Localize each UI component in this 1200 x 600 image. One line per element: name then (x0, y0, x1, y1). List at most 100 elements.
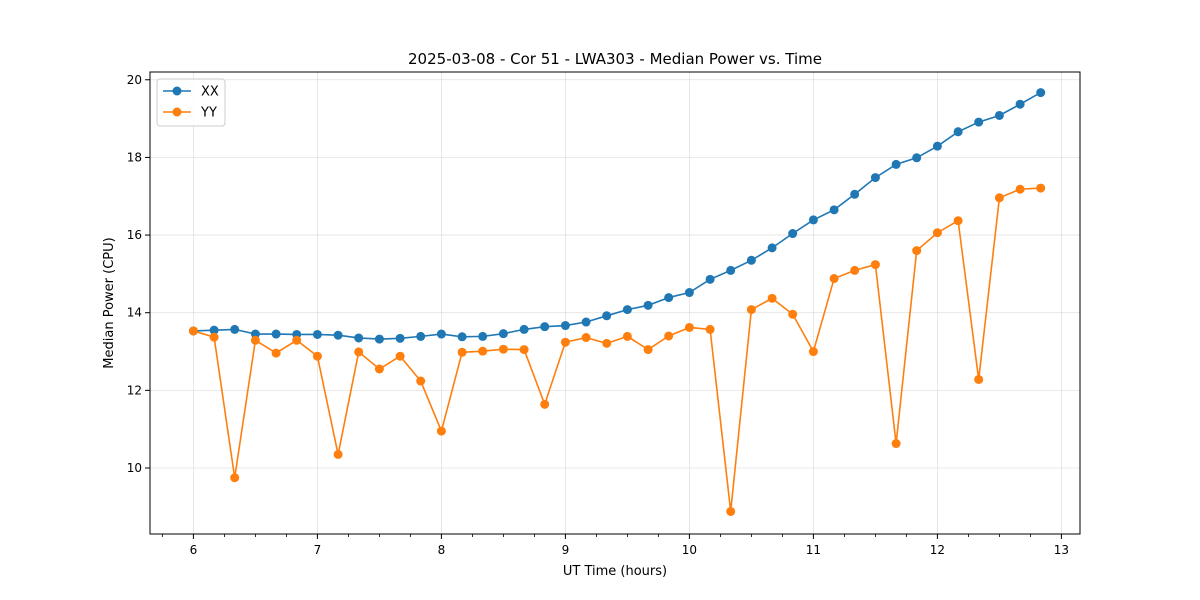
data-point-xx (870, 173, 880, 183)
data-point-xx (374, 334, 384, 344)
data-point-xx (1036, 88, 1046, 98)
data-point-yy (1015, 184, 1025, 194)
data-point-yy (250, 335, 260, 345)
data-point-yy (416, 376, 426, 386)
x-tick-label: 8 (438, 543, 446, 557)
legend-marker-xx (172, 86, 182, 96)
data-point-xx (250, 329, 260, 339)
data-point-xx (540, 322, 550, 332)
data-point-yy (870, 260, 880, 270)
data-point-yy (498, 344, 508, 354)
data-point-yy (602, 338, 612, 348)
data-point-yy (974, 374, 984, 384)
y-tick-label: 20 (127, 73, 142, 87)
data-point-yy (581, 333, 591, 343)
data-point-xx (622, 305, 632, 315)
data-point-xx (974, 117, 984, 127)
data-point-yy (788, 309, 798, 319)
data-point-yy (1036, 183, 1046, 193)
data-point-xx (457, 332, 467, 342)
y-tick-label: 18 (127, 150, 142, 164)
data-point-xx (912, 153, 922, 163)
x-axis-label: UT Time (hours) (563, 564, 667, 579)
data-point-xx (271, 329, 281, 339)
data-point-yy (746, 305, 756, 315)
data-point-yy (436, 426, 446, 436)
data-point-yy (891, 439, 901, 449)
data-point-xx (932, 141, 942, 151)
plot-series (188, 88, 1046, 516)
data-point-xx (1015, 99, 1025, 109)
data-point-yy (622, 331, 632, 341)
data-point-xx (230, 324, 240, 334)
data-point-yy (271, 348, 281, 358)
y-tick-label: 16 (127, 228, 142, 242)
data-point-xx (560, 321, 570, 331)
data-point-xx (333, 330, 343, 340)
data-point-yy (664, 331, 674, 341)
x-tick-label: 7 (314, 543, 322, 557)
data-point-yy (354, 347, 364, 357)
legend-label-xx: XX (201, 85, 219, 100)
data-point-yy (560, 337, 570, 347)
data-point-yy (209, 332, 219, 342)
y-tick-label: 14 (127, 306, 142, 320)
data-point-xx (664, 293, 674, 303)
data-point-yy (395, 351, 405, 361)
data-point-yy (188, 326, 198, 336)
data-point-xx (891, 159, 901, 169)
data-point-yy (519, 345, 529, 355)
x-tick-label: 11 (806, 543, 821, 557)
y-axis-label: Median Power (CPU) (102, 237, 117, 368)
data-point-xx (684, 288, 694, 298)
x-tick-label: 9 (562, 543, 570, 557)
data-point-yy (478, 346, 488, 356)
data-point-xx (581, 317, 591, 327)
x-tick-label: 6 (190, 543, 198, 557)
data-point-yy (912, 246, 922, 256)
chart-title: 2025-03-08 - Cor 51 - LWA303 - Median Po… (408, 50, 822, 68)
data-point-xx (850, 189, 860, 199)
data-point-yy (953, 216, 963, 226)
data-point-xx (478, 331, 488, 341)
data-point-xx (829, 205, 839, 215)
data-point-xx (436, 329, 446, 339)
data-point-yy (726, 506, 736, 516)
legend-marker-yy (172, 107, 182, 117)
data-point-xx (643, 300, 653, 310)
series-line-yy (193, 187, 1041, 512)
y-axis: 10 12 14 16 18 20 (127, 73, 150, 475)
data-point-yy (767, 293, 777, 303)
data-point-yy (457, 347, 467, 357)
x-tick-label: 13 (1054, 543, 1069, 557)
data-point-xx (519, 324, 529, 334)
data-point-yy (333, 449, 343, 459)
data-point-yy (994, 193, 1004, 203)
data-point-yy (829, 274, 839, 284)
data-point-yy (540, 399, 550, 409)
data-point-xx (209, 325, 219, 335)
data-point-xx (395, 333, 405, 343)
y-tick-label: 10 (127, 461, 142, 475)
data-point-yy (374, 364, 384, 374)
x-tick-label: 10 (682, 543, 697, 557)
plot-frame (149, 71, 1081, 535)
data-point-xx (416, 331, 426, 341)
data-point-xx (312, 329, 322, 339)
legend-label-yy: YY (200, 106, 217, 121)
data-point-yy (292, 335, 302, 345)
x-axis: 6 7 8 9 10 11 12 13 (161, 534, 1069, 557)
data-point-xx (498, 329, 508, 339)
data-point-yy (684, 322, 694, 332)
data-point-xx (994, 110, 1004, 120)
data-point-xx (788, 229, 798, 239)
data-point-yy (705, 324, 715, 334)
data-point-yy (932, 228, 942, 238)
data-point-xx (602, 311, 612, 321)
data-point-yy (312, 351, 322, 361)
data-point-yy (850, 265, 860, 275)
data-point-xx (705, 274, 715, 284)
data-point-yy (643, 345, 653, 355)
data-point-xx (354, 333, 364, 343)
